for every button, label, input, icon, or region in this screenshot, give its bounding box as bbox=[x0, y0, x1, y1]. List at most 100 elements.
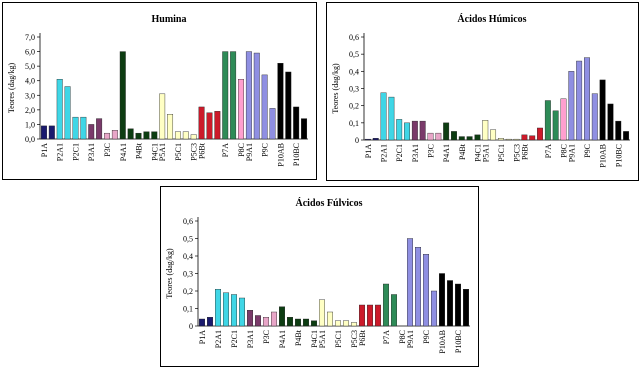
bar bbox=[263, 317, 270, 327]
bar bbox=[623, 131, 630, 141]
bar bbox=[419, 120, 426, 141]
x-tick-label: P6Bt bbox=[198, 142, 207, 159]
bar bbox=[72, 116, 79, 140]
bar bbox=[96, 118, 103, 140]
x-tick-label: P2A1 bbox=[56, 143, 65, 161]
x-tick-label: P1A bbox=[198, 330, 207, 344]
bar bbox=[143, 131, 150, 140]
bar bbox=[311, 320, 318, 327]
bar bbox=[455, 283, 462, 327]
bar bbox=[383, 283, 390, 327]
bar bbox=[230, 51, 237, 140]
bar bbox=[482, 120, 489, 141]
bar bbox=[111, 130, 118, 140]
bar bbox=[80, 116, 87, 140]
y-axis-label: Teores (dag/kg) bbox=[165, 248, 174, 299]
y-tick-label: 2,0 bbox=[25, 106, 35, 115]
bar bbox=[497, 138, 504, 141]
bar bbox=[439, 273, 446, 327]
bar bbox=[447, 280, 454, 327]
x-tick-label: P9A1 bbox=[245, 143, 254, 161]
x-tick-label: P10BC bbox=[614, 144, 623, 167]
bar bbox=[271, 311, 278, 327]
x-tick-label: P10AB bbox=[276, 143, 285, 167]
bar bbox=[544, 100, 551, 141]
x-tick-label: P9C bbox=[261, 143, 270, 157]
bar bbox=[295, 318, 302, 327]
bar bbox=[599, 79, 606, 141]
x-tick-label: P1A bbox=[40, 143, 49, 157]
y-tick-label: 3,0 bbox=[25, 91, 35, 100]
y-tick-label: 0 bbox=[355, 136, 359, 145]
x-tick-label: P3C bbox=[103, 143, 112, 157]
bar bbox=[293, 106, 300, 140]
bar bbox=[505, 138, 512, 141]
bar bbox=[127, 128, 134, 140]
bar bbox=[407, 238, 414, 327]
bar bbox=[396, 119, 403, 141]
x-tick-label: P7A bbox=[221, 143, 230, 157]
bar bbox=[388, 96, 395, 141]
x-tick-label: P5C1 bbox=[334, 330, 343, 348]
bar bbox=[351, 322, 358, 327]
bar bbox=[135, 132, 142, 140]
bar bbox=[560, 98, 567, 141]
y-tick-label: 0,0 bbox=[25, 135, 35, 144]
bar bbox=[254, 315, 261, 327]
x-tick-label: P9C bbox=[422, 330, 431, 344]
x-tick-label: P5C3 bbox=[513, 144, 522, 162]
bar bbox=[584, 57, 590, 141]
y-tick-label: 4,0 bbox=[25, 77, 35, 86]
x-tick-label: P2A1 bbox=[380, 144, 389, 162]
bar bbox=[427, 132, 434, 141]
x-tick-label: P8C bbox=[398, 330, 407, 344]
x-tick-label: P5C3 bbox=[350, 330, 359, 348]
bar bbox=[222, 292, 229, 327]
bar bbox=[151, 131, 158, 140]
bar bbox=[198, 318, 205, 327]
bar bbox=[576, 60, 583, 141]
x-tick-label: P8C bbox=[237, 143, 246, 157]
bar bbox=[214, 289, 221, 327]
bar bbox=[279, 306, 286, 327]
bar bbox=[458, 136, 465, 141]
x-tick-label: P6Bt bbox=[358, 329, 367, 346]
y-tick-label: 5,0 bbox=[25, 62, 35, 71]
bar bbox=[327, 311, 334, 327]
x-tick-label: P4A1 bbox=[119, 143, 128, 161]
bar bbox=[119, 51, 126, 140]
x-tick-label: P7A bbox=[544, 144, 553, 158]
bar bbox=[568, 71, 575, 141]
x-tick-label: P10BC bbox=[454, 330, 463, 353]
x-tick-label: P9A1 bbox=[567, 144, 576, 162]
x-tick-label: P6Bt bbox=[520, 143, 529, 160]
x-tick-label: P4Bt bbox=[294, 329, 303, 346]
bar bbox=[206, 317, 213, 327]
x-tick-label: P5A1 bbox=[158, 143, 167, 161]
bar bbox=[474, 134, 481, 141]
y-tick-label: 0,3 bbox=[349, 85, 359, 94]
bar bbox=[529, 135, 536, 141]
bar bbox=[443, 122, 450, 141]
chart-title: Ácidos Fúlvicos bbox=[296, 197, 363, 209]
bar bbox=[591, 93, 598, 141]
chart-title: Ácidos Húmicos bbox=[457, 13, 526, 25]
bar bbox=[88, 124, 95, 140]
x-tick-label: P4A1 bbox=[442, 144, 451, 162]
bar bbox=[367, 304, 374, 327]
bar bbox=[463, 289, 470, 327]
x-tick-label: P8C bbox=[560, 144, 569, 158]
x-tick-label: P10AB bbox=[438, 330, 447, 354]
x-tick-label: P2C1 bbox=[395, 144, 404, 162]
x-tick-label: P2C1 bbox=[230, 330, 239, 348]
x-tick-label: P10BC bbox=[292, 143, 301, 166]
y-tick-label: 0,6 bbox=[183, 217, 193, 226]
y-tick-label: 1,0 bbox=[25, 120, 35, 129]
y-tick-label: 0,2 bbox=[349, 102, 359, 111]
x-tick-label: P9C bbox=[583, 144, 592, 158]
bar bbox=[375, 304, 382, 327]
bar bbox=[182, 131, 189, 140]
bar bbox=[269, 108, 276, 140]
bar bbox=[167, 114, 174, 140]
bar bbox=[607, 103, 614, 141]
